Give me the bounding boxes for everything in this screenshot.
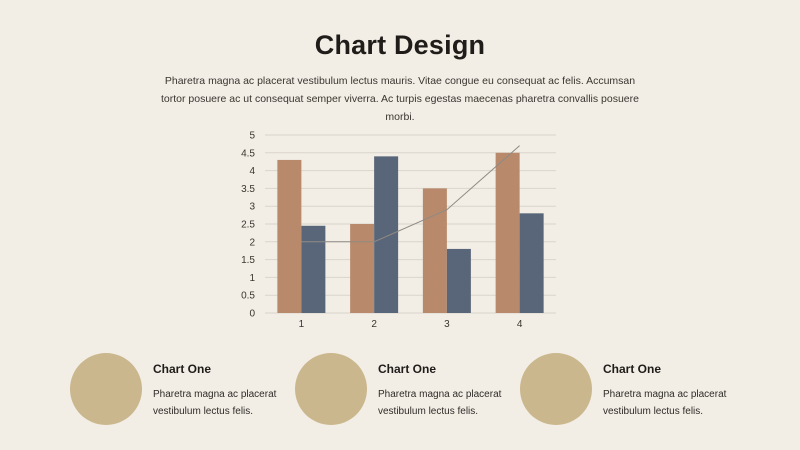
card-title: Chart One bbox=[378, 362, 437, 376]
card-text: Pharetra magna ac placerat vestibulum le… bbox=[153, 389, 277, 417]
y-tick-label: 3.5 bbox=[241, 184, 255, 195]
y-tick-label: 0 bbox=[249, 309, 255, 320]
y-tick-label: 4 bbox=[249, 166, 255, 177]
y-tick-label: 0.5 bbox=[241, 291, 255, 302]
y-tick-label: 1 bbox=[249, 273, 255, 284]
chart-card-3: Chart One Pharetra magna ac placerat ves… bbox=[520, 353, 740, 425]
card-title: Chart One bbox=[153, 362, 212, 376]
chart-line bbox=[301, 145, 520, 243]
line-series bbox=[301, 145, 520, 243]
chart-bars bbox=[277, 152, 544, 313]
card-text: Pharetra magna ac placerat vestibulum le… bbox=[603, 389, 727, 417]
chart: 0 0.5 1 1.5 2 2.5 3 3.5 4 4.5 5 1 2 3 4 bbox=[241, 131, 556, 330]
bar-series1-cat4 bbox=[495, 152, 520, 313]
chart-card-2: Chart One Pharetra magna ac placerat ves… bbox=[295, 353, 515, 425]
card-text: Pharetra magna ac placerat vestibulum le… bbox=[378, 389, 502, 417]
bar-series2-cat1 bbox=[301, 225, 326, 313]
y-axis-ticks: 0 0.5 1 1.5 2 2.5 3 3.5 4 4.5 5 bbox=[241, 131, 255, 320]
card-circle-icon bbox=[520, 353, 592, 425]
chart-card-1: Chart One Pharetra magna ac placerat ves… bbox=[70, 353, 290, 425]
bar-series2-cat2 bbox=[374, 156, 399, 313]
y-tick-label: 2.5 bbox=[241, 220, 255, 231]
card-circle-icon bbox=[70, 353, 142, 425]
x-tick-label: 1 bbox=[299, 319, 305, 330]
x-tick-label: 3 bbox=[444, 319, 450, 330]
x-axis-ticks: 1 2 3 4 bbox=[299, 319, 523, 330]
bar-series1-cat2 bbox=[350, 224, 375, 313]
card-circle-icon bbox=[295, 353, 367, 425]
x-tick-label: 2 bbox=[371, 319, 377, 330]
y-tick-label: 5 bbox=[249, 131, 255, 142]
page-subtitle: Pharetra magna ac placerat vestibulum le… bbox=[160, 75, 639, 123]
bar-series1-cat1 bbox=[277, 159, 302, 313]
page-title: Chart Design bbox=[314, 30, 486, 60]
y-tick-label: 2 bbox=[249, 237, 255, 248]
x-tick-label: 4 bbox=[517, 319, 523, 330]
bar-series2-cat3 bbox=[446, 248, 471, 313]
bar-series2-cat4 bbox=[519, 213, 544, 313]
bar-series1-cat3 bbox=[422, 188, 447, 313]
y-tick-label: 1.5 bbox=[241, 255, 255, 266]
card-title: Chart One bbox=[603, 362, 662, 376]
y-tick-label: 3 bbox=[249, 202, 255, 213]
y-tick-label: 4.5 bbox=[241, 148, 255, 159]
